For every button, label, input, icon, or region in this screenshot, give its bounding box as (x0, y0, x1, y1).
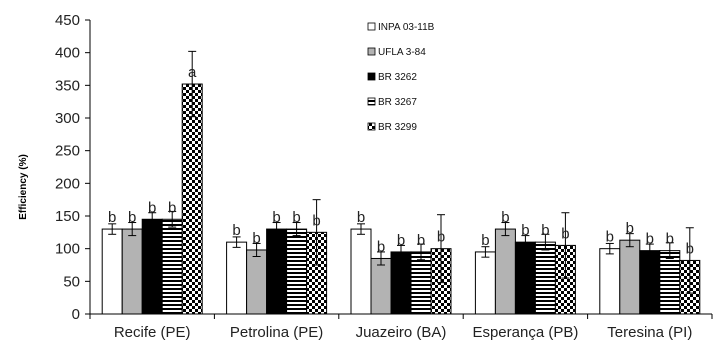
significance-letter: b (148, 199, 156, 216)
bar (514, 241, 536, 315)
x-axis: Recife (PE) Petrolina (PE) Juazeiro (BA) Es… (89, 313, 713, 341)
legend-label: UFLA 3-84 (378, 47, 426, 58)
category-label: Petrolina (PE) (230, 324, 323, 341)
category-label: Teresina (PI) (607, 324, 692, 341)
category-label: Juazeiro (BA) (356, 324, 447, 341)
bar (121, 228, 143, 315)
bar (619, 239, 641, 315)
significance-letter: b (666, 231, 674, 248)
bar (161, 218, 183, 315)
bar (370, 257, 392, 315)
significance-letter: b (292, 209, 300, 226)
bar (534, 241, 556, 315)
significance-letter: b (168, 199, 176, 216)
y-tick-label: 200 (55, 175, 80, 192)
bar (494, 228, 516, 315)
significance-letter: b (252, 230, 260, 247)
y-axis: 0 50 100 150 200 250 300 350 400 450 (55, 12, 91, 323)
y-tick-label: 50 (63, 273, 80, 290)
significance-letter: b (646, 231, 654, 248)
legend-label: BR 3299 (378, 122, 417, 133)
bar (141, 218, 163, 315)
legend-label: BR 3262 (378, 72, 417, 83)
significance-letter: b (128, 209, 136, 226)
bar (266, 228, 288, 315)
significance-letter: b (272, 209, 280, 226)
significance-letter: b (312, 212, 320, 229)
legend-swatch (367, 22, 376, 31)
significance-letter: b (561, 225, 569, 242)
bar (474, 251, 496, 315)
bar (350, 228, 372, 315)
bar (181, 83, 203, 315)
bar (639, 250, 661, 315)
category-label: Esperança (PB) (472, 324, 578, 341)
bar (390, 251, 412, 315)
bar (246, 249, 268, 315)
significance-letter: b (481, 232, 489, 249)
y-tick-label: 0 (72, 306, 80, 323)
bar (659, 250, 681, 315)
significance-letter: b (626, 220, 634, 237)
y-tick-label: 150 (55, 208, 80, 225)
y-tick-label: 350 (55, 77, 80, 94)
significance-letter: b (397, 232, 405, 249)
legend-label: BR 3267 (378, 97, 417, 108)
significance-letter: b (501, 209, 509, 226)
significance-letter: b (606, 229, 614, 246)
significance-letter: b (417, 232, 425, 249)
y-axis-title: Efficiency (%) (18, 154, 29, 220)
y-tick-label: 300 (55, 110, 80, 127)
bar (226, 241, 248, 315)
bar (286, 228, 308, 315)
significance-letter: a (188, 64, 197, 81)
significance-letter: b (521, 222, 529, 239)
y-tick-label: 450 (55, 12, 80, 29)
significance-letter: b (108, 209, 116, 226)
legend: INPA 03-11B UFLA 3-84 BR 3262 BR 3267 BR 329… (367, 22, 435, 133)
legend-swatch (367, 122, 376, 131)
significance-letter: b (232, 222, 240, 239)
category-label: Recife (PE) (114, 324, 191, 341)
bar (101, 228, 123, 315)
y-tick-label: 400 (55, 45, 80, 62)
legend-swatch (367, 72, 376, 81)
bar (599, 248, 621, 315)
significance-letter: b (357, 209, 365, 226)
legend-swatch (367, 47, 376, 56)
legend-label: INPA 03-11B (378, 22, 435, 33)
significance-letter: b (686, 240, 694, 257)
legend-swatch (367, 97, 376, 106)
y-tick-label: 250 (55, 143, 80, 160)
significance-letter: b (377, 238, 385, 255)
bar (410, 251, 432, 315)
significance-letter: b (437, 229, 445, 246)
significance-letter: b (541, 222, 549, 239)
y-tick-label: 100 (55, 241, 80, 258)
